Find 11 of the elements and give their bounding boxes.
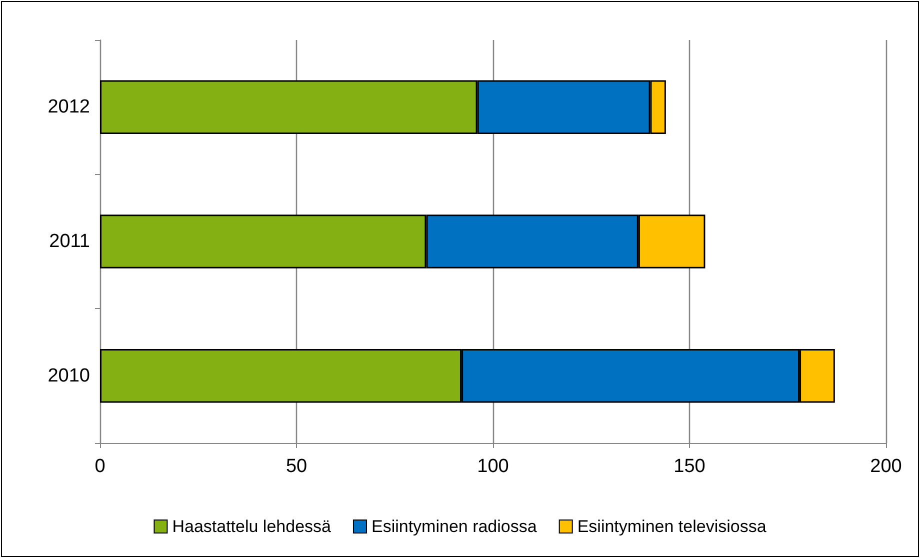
legend-label: Esiintyminen televisiossa — [577, 517, 767, 536]
y-tick-label: 2012 — [48, 96, 90, 118]
x-tick-label: 0 — [94, 456, 106, 477]
x-tick-label: 50 — [286, 456, 308, 477]
x-tick-label: 150 — [674, 456, 706, 477]
y-tick-label: 2010 — [48, 365, 90, 386]
legend-label: Haastattelu lehdessä — [172, 517, 332, 536]
x-tick-label: 200 — [870, 456, 902, 477]
legend-label: Esiintyminen radiossa — [371, 517, 538, 536]
y-tick-label: 2011 — [49, 231, 90, 252]
x-tick-label: 100 — [477, 456, 509, 477]
